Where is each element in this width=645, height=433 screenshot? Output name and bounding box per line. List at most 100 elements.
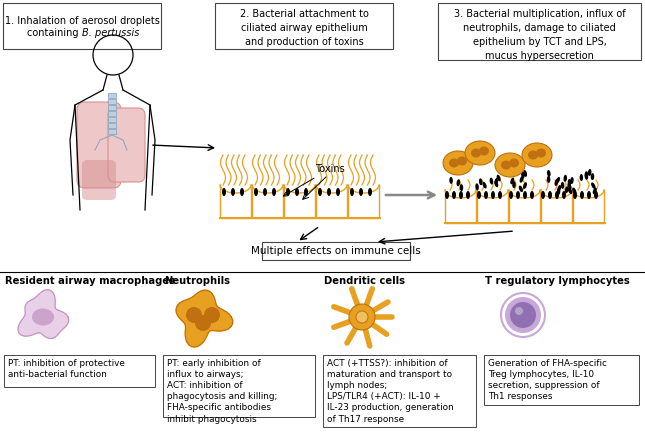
Ellipse shape	[557, 185, 561, 192]
Circle shape	[501, 293, 545, 337]
Ellipse shape	[523, 182, 527, 189]
Ellipse shape	[562, 191, 566, 199]
Text: Dendritic cells: Dendritic cells	[324, 276, 405, 286]
Ellipse shape	[572, 187, 577, 194]
FancyBboxPatch shape	[262, 242, 410, 260]
Ellipse shape	[564, 175, 567, 182]
Ellipse shape	[350, 188, 354, 196]
Circle shape	[505, 297, 541, 333]
Ellipse shape	[443, 151, 473, 175]
Text: 3. Bacterial multiplication, influx of
neutrophils, damage to ciliated
epitheliu: 3. Bacterial multiplication, influx of n…	[453, 9, 625, 61]
Ellipse shape	[501, 161, 511, 169]
Ellipse shape	[272, 188, 276, 196]
Ellipse shape	[565, 186, 568, 193]
Circle shape	[349, 304, 375, 330]
Ellipse shape	[505, 170, 509, 177]
Ellipse shape	[593, 187, 597, 194]
Ellipse shape	[497, 174, 501, 181]
Ellipse shape	[450, 177, 453, 184]
Ellipse shape	[304, 188, 308, 196]
Circle shape	[515, 307, 523, 315]
Ellipse shape	[457, 179, 460, 186]
Ellipse shape	[512, 181, 516, 188]
Text: 1. Inhalation of aerosol droplets: 1. Inhalation of aerosol droplets	[5, 16, 159, 26]
Ellipse shape	[520, 176, 524, 183]
Ellipse shape	[594, 191, 598, 199]
Ellipse shape	[318, 188, 322, 196]
Ellipse shape	[295, 188, 299, 196]
Ellipse shape	[528, 151, 538, 159]
FancyBboxPatch shape	[108, 129, 116, 134]
Ellipse shape	[509, 191, 513, 199]
FancyBboxPatch shape	[108, 117, 116, 122]
FancyBboxPatch shape	[215, 3, 393, 49]
Ellipse shape	[254, 188, 258, 196]
Ellipse shape	[32, 308, 54, 326]
Ellipse shape	[471, 149, 481, 158]
Circle shape	[195, 315, 211, 331]
Text: Resident airway macrophages: Resident airway macrophages	[5, 276, 175, 286]
Text: PT: early inhibition of
influx to airways;
ACT: inhibition of
phagocytosis and k: PT: early inhibition of influx to airway…	[167, 359, 277, 423]
Ellipse shape	[494, 181, 499, 187]
Ellipse shape	[491, 191, 495, 199]
Text: PT: inhibition of protective
anti-bacterial function: PT: inhibition of protective anti-bacter…	[8, 359, 125, 379]
Ellipse shape	[459, 191, 463, 199]
Ellipse shape	[588, 169, 591, 176]
Text: Generation of FHA-specific
Treg lymphocytes, IL-10
secretion, suppression of
Th1: Generation of FHA-specific Treg lymphocy…	[488, 359, 607, 401]
FancyBboxPatch shape	[438, 3, 641, 60]
Ellipse shape	[536, 149, 546, 158]
FancyBboxPatch shape	[163, 355, 315, 417]
Ellipse shape	[523, 170, 527, 177]
FancyBboxPatch shape	[108, 93, 116, 98]
Ellipse shape	[522, 143, 552, 167]
Text: T regulatory lymphocytes: T regulatory lymphocytes	[485, 276, 630, 286]
FancyBboxPatch shape	[108, 105, 116, 110]
Polygon shape	[18, 290, 69, 339]
Ellipse shape	[479, 146, 489, 155]
Ellipse shape	[457, 156, 467, 165]
Ellipse shape	[530, 191, 534, 199]
Ellipse shape	[541, 191, 545, 199]
Ellipse shape	[286, 188, 290, 196]
Circle shape	[204, 307, 220, 323]
FancyBboxPatch shape	[108, 108, 145, 182]
Ellipse shape	[556, 177, 560, 184]
Ellipse shape	[231, 188, 235, 196]
Circle shape	[186, 307, 202, 323]
Ellipse shape	[482, 182, 486, 188]
Ellipse shape	[516, 191, 520, 199]
Text: containing: containing	[27, 28, 82, 38]
FancyBboxPatch shape	[82, 160, 116, 200]
Circle shape	[510, 302, 536, 328]
Ellipse shape	[466, 191, 470, 199]
FancyBboxPatch shape	[3, 3, 161, 49]
Ellipse shape	[477, 191, 481, 199]
Ellipse shape	[568, 179, 571, 186]
Ellipse shape	[449, 158, 459, 168]
Ellipse shape	[368, 188, 372, 196]
Ellipse shape	[568, 187, 572, 194]
Ellipse shape	[495, 178, 498, 185]
Ellipse shape	[519, 185, 523, 192]
Text: 2. Bacterial attachment to
ciliated airway epithelium
and production of toxins: 2. Bacterial attachment to ciliated airw…	[239, 9, 368, 47]
Text: B. pertussis: B. pertussis	[82, 28, 139, 38]
FancyBboxPatch shape	[484, 355, 639, 405]
Ellipse shape	[498, 191, 502, 199]
Ellipse shape	[584, 173, 588, 180]
Text: Toxins: Toxins	[283, 164, 344, 196]
Ellipse shape	[495, 153, 525, 177]
FancyBboxPatch shape	[108, 111, 116, 116]
Ellipse shape	[555, 191, 559, 199]
FancyBboxPatch shape	[4, 355, 155, 387]
Ellipse shape	[475, 183, 479, 191]
Ellipse shape	[580, 191, 584, 199]
FancyBboxPatch shape	[108, 99, 116, 104]
Ellipse shape	[327, 188, 331, 196]
Ellipse shape	[591, 182, 595, 189]
Ellipse shape	[555, 179, 559, 186]
Ellipse shape	[479, 178, 482, 185]
Ellipse shape	[263, 188, 267, 196]
Ellipse shape	[568, 183, 571, 190]
Ellipse shape	[445, 191, 449, 199]
FancyBboxPatch shape	[77, 102, 121, 188]
